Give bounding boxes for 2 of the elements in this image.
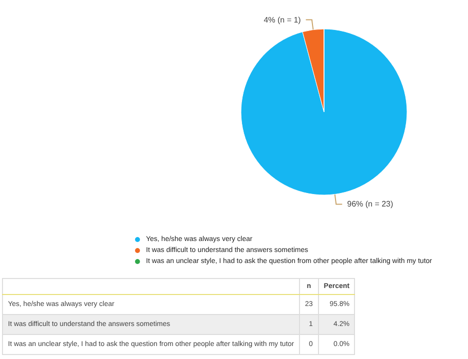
data-label: 4% (n = 1) [264, 15, 302, 24]
data-label: 96% (n = 23) [347, 200, 394, 209]
